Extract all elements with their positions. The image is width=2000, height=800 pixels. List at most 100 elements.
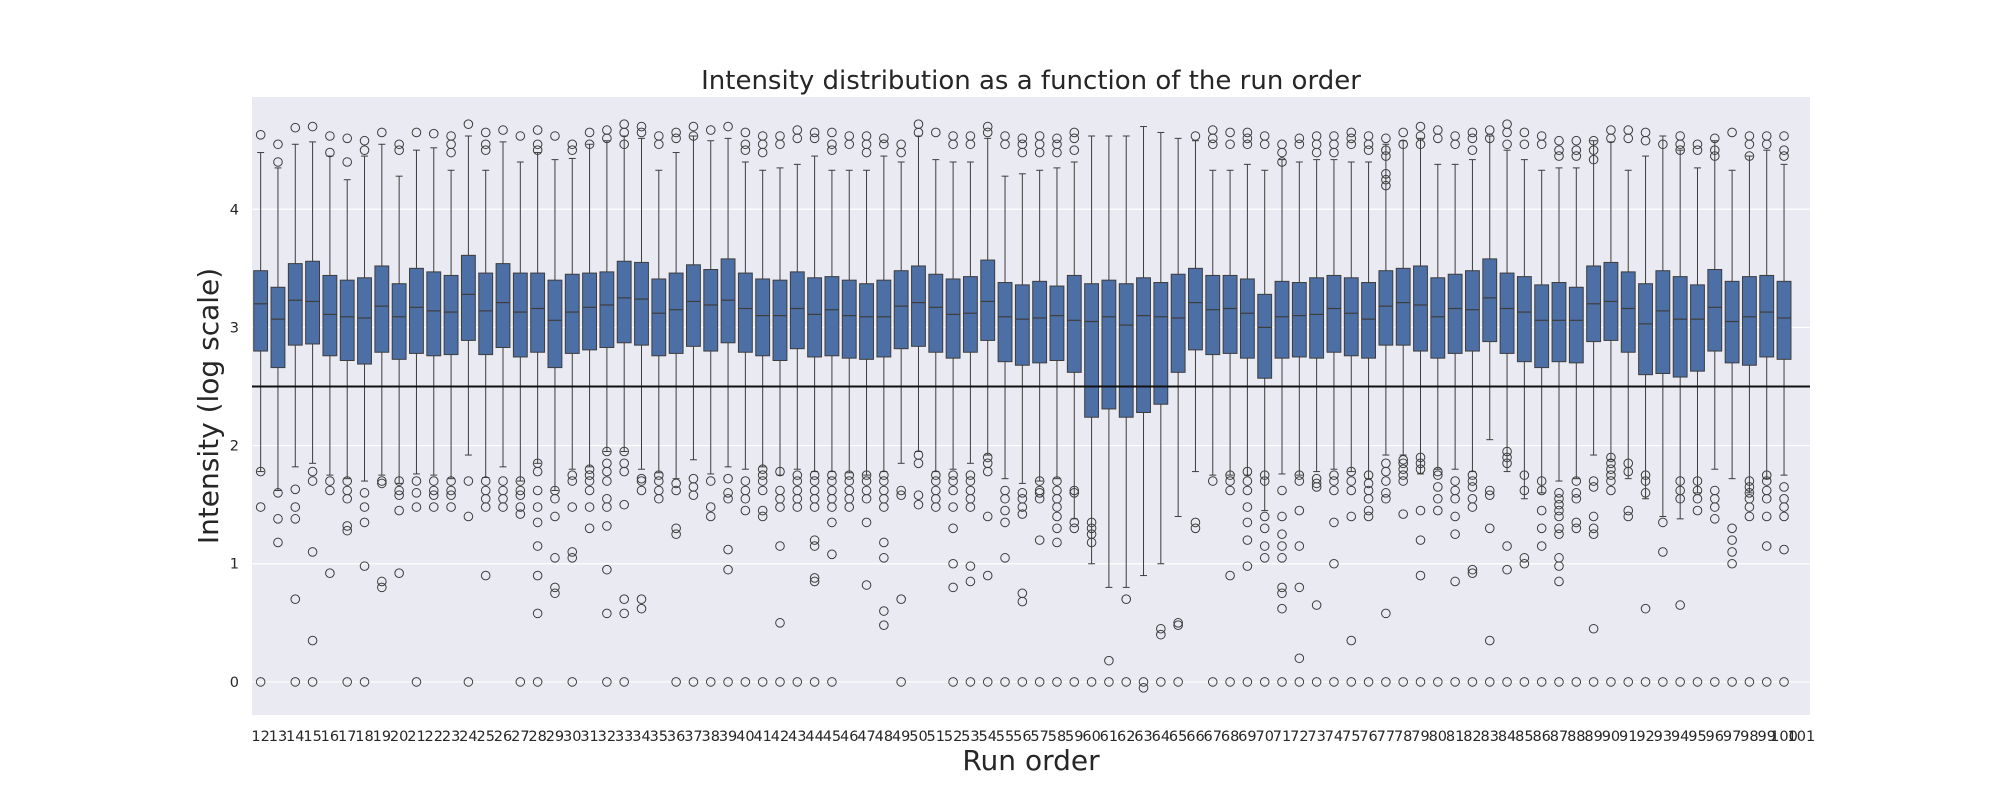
box <box>1707 133 1723 687</box>
outlier-point <box>255 466 266 477</box>
outlier-point <box>723 493 733 504</box>
outlier-point <box>619 677 629 687</box>
outlier-point <box>757 147 768 158</box>
outlier-point <box>273 514 283 524</box>
outlier-point <box>1000 505 1010 516</box>
box-body <box>1049 285 1065 362</box>
outlier-point <box>273 537 283 548</box>
box <box>1603 125 1619 687</box>
outlier-point <box>636 127 647 138</box>
outlier-point <box>1675 493 1685 504</box>
x-tick-label: 44 <box>805 729 823 745</box>
box-body <box>789 271 805 350</box>
outlier-point <box>1744 151 1755 161</box>
outlier-point <box>1346 476 1357 486</box>
x-tick-label: 80 <box>1429 729 1447 745</box>
outlier-point <box>1709 514 1720 524</box>
outlier-point <box>255 130 266 140</box>
outlier-point <box>1242 476 1253 486</box>
outlier-point <box>740 476 751 486</box>
outlier-point <box>1225 470 1235 480</box>
outlier-point <box>982 121 993 132</box>
box <box>1032 131 1048 687</box>
outlier-point <box>1519 470 1530 480</box>
outlier-point <box>1277 588 1287 599</box>
box-body <box>1741 276 1757 366</box>
outlier-point <box>1692 677 1703 687</box>
box <box>1482 125 1498 687</box>
outlier-point <box>1744 677 1755 687</box>
x-tick-label: 91 <box>1619 729 1637 745</box>
box <box>409 127 424 687</box>
outlier-point <box>1761 476 1772 486</box>
outlier-point <box>1277 582 1287 593</box>
outlier-point <box>1277 603 1287 614</box>
outlier-point <box>792 133 803 144</box>
x-tick-label: 85 <box>1515 729 1533 745</box>
box-body <box>1638 283 1653 376</box>
outlier-point <box>1519 485 1530 496</box>
outlier-point <box>827 517 837 528</box>
box <box>460 119 476 687</box>
outlier-point <box>792 476 803 486</box>
outlier-point <box>1709 502 1720 512</box>
x-tick-label: 27 <box>511 729 529 745</box>
outlier-point <box>532 145 543 155</box>
outlier-point <box>602 608 612 619</box>
outlier-point <box>359 135 370 146</box>
outlier-point <box>550 131 560 141</box>
outlier-point <box>809 535 820 545</box>
outlier-point <box>584 470 595 480</box>
box-body <box>1551 282 1567 363</box>
outlier-point <box>948 139 958 150</box>
x-tick-label: 54 <box>978 729 996 745</box>
box-body <box>1136 277 1151 413</box>
box-body <box>962 276 978 353</box>
outlier-point <box>1727 523 1737 534</box>
outlier-point <box>359 561 370 571</box>
outlier-point <box>290 514 301 524</box>
box-body <box>322 274 338 357</box>
outlier-point <box>1398 139 1408 150</box>
outlier-point <box>1294 653 1305 664</box>
outlier-point <box>394 485 404 496</box>
outlier-point <box>1086 523 1097 534</box>
box-body <box>634 261 649 346</box>
outlier-point <box>1536 541 1547 551</box>
outlier-point <box>1329 485 1339 496</box>
outlier-point <box>879 553 889 563</box>
outlier-point <box>948 502 958 512</box>
box <box>1638 127 1653 687</box>
outlier-point <box>827 127 837 138</box>
outlier-point <box>1779 544 1789 555</box>
outlier-point <box>740 145 751 155</box>
outlier-point <box>1069 517 1080 528</box>
box <box>1188 131 1203 534</box>
outlier-point <box>1242 127 1253 138</box>
outlier-point <box>1761 493 1772 504</box>
box-body <box>651 278 667 357</box>
outlier-point <box>1588 482 1599 492</box>
box-body <box>305 260 321 345</box>
outlier-point <box>1398 458 1408 469</box>
x-tick-label: 36 <box>667 729 685 745</box>
outlier-point <box>1519 127 1530 138</box>
outlier-point <box>1554 505 1564 516</box>
outlier-point <box>532 677 543 687</box>
outlier-point <box>1588 145 1599 155</box>
box <box>1551 135 1567 687</box>
outlier-point <box>827 549 837 560</box>
box <box>1101 135 1117 687</box>
outlier-point <box>844 139 855 150</box>
outlier-point <box>1502 452 1512 463</box>
outlier-point <box>515 485 526 496</box>
outlier-point <box>1623 466 1634 477</box>
outlier-point <box>567 677 578 687</box>
x-tick-label: 32 <box>598 729 616 745</box>
x-tick-label: 65 <box>1169 729 1187 745</box>
box-body <box>1499 272 1515 354</box>
x-tick-label: 95 <box>1688 729 1706 745</box>
outlier-point <box>1017 502 1028 512</box>
outlier-point <box>1692 505 1703 516</box>
box <box>962 131 978 687</box>
